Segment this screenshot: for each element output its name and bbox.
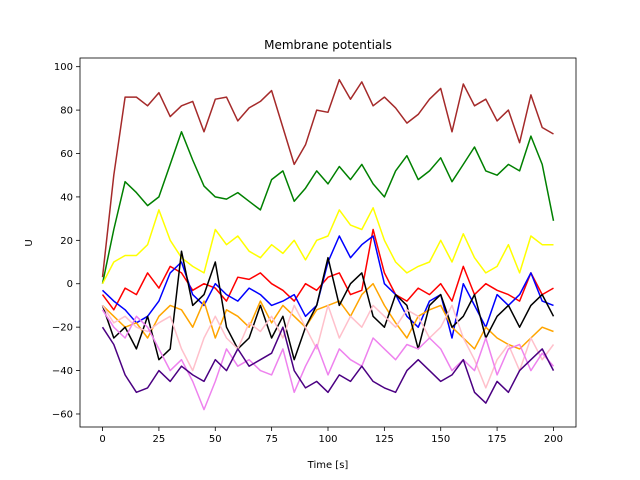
y-tick-label: 0 bbox=[67, 279, 73, 290]
series-line-4 bbox=[101, 228, 554, 311]
series-line-8 bbox=[101, 304, 555, 389]
y-tick-label: 60 bbox=[60, 149, 73, 160]
series-line-2 bbox=[101, 131, 555, 284]
x-tick-label: 200 bbox=[544, 434, 563, 445]
y-axis-title: U bbox=[24, 239, 35, 246]
series-line-7 bbox=[101, 250, 555, 361]
y-tick-label: −60 bbox=[52, 409, 73, 420]
x-tick-label: 50 bbox=[209, 434, 222, 445]
series-line-3 bbox=[101, 207, 554, 285]
x-tick-label: 25 bbox=[153, 434, 166, 445]
x-axis-ticks: 0 25 50 75 100 125 150 175 200 bbox=[99, 427, 563, 445]
y-tick-label: 20 bbox=[60, 236, 73, 247]
x-tick-label: 150 bbox=[431, 434, 450, 445]
x-tick-label: 125 bbox=[375, 434, 394, 445]
y-tick-label: −40 bbox=[52, 366, 73, 377]
x-tick-label: 175 bbox=[488, 434, 507, 445]
y-tick-label: 80 bbox=[60, 106, 73, 117]
series-line-10 bbox=[101, 326, 555, 404]
series-line-9 bbox=[101, 309, 555, 411]
series-line-1 bbox=[101, 78, 554, 278]
series-line-5 bbox=[101, 235, 554, 339]
x-tick-label: 75 bbox=[265, 434, 278, 445]
y-tick-label: 40 bbox=[60, 192, 73, 203]
x-tick-label: 0 bbox=[99, 434, 105, 445]
y-tick-label: 100 bbox=[54, 62, 73, 73]
y-tick-label: −20 bbox=[52, 323, 73, 334]
series-layer bbox=[101, 78, 555, 411]
chart-title: Membrane potentials bbox=[264, 38, 392, 52]
x-axis-title: Time [s] bbox=[307, 460, 349, 471]
y-axis-ticks: −60 −40 −20 0 20 40 60 80 100 bbox=[52, 62, 80, 420]
x-tick-label: 100 bbox=[318, 434, 337, 445]
